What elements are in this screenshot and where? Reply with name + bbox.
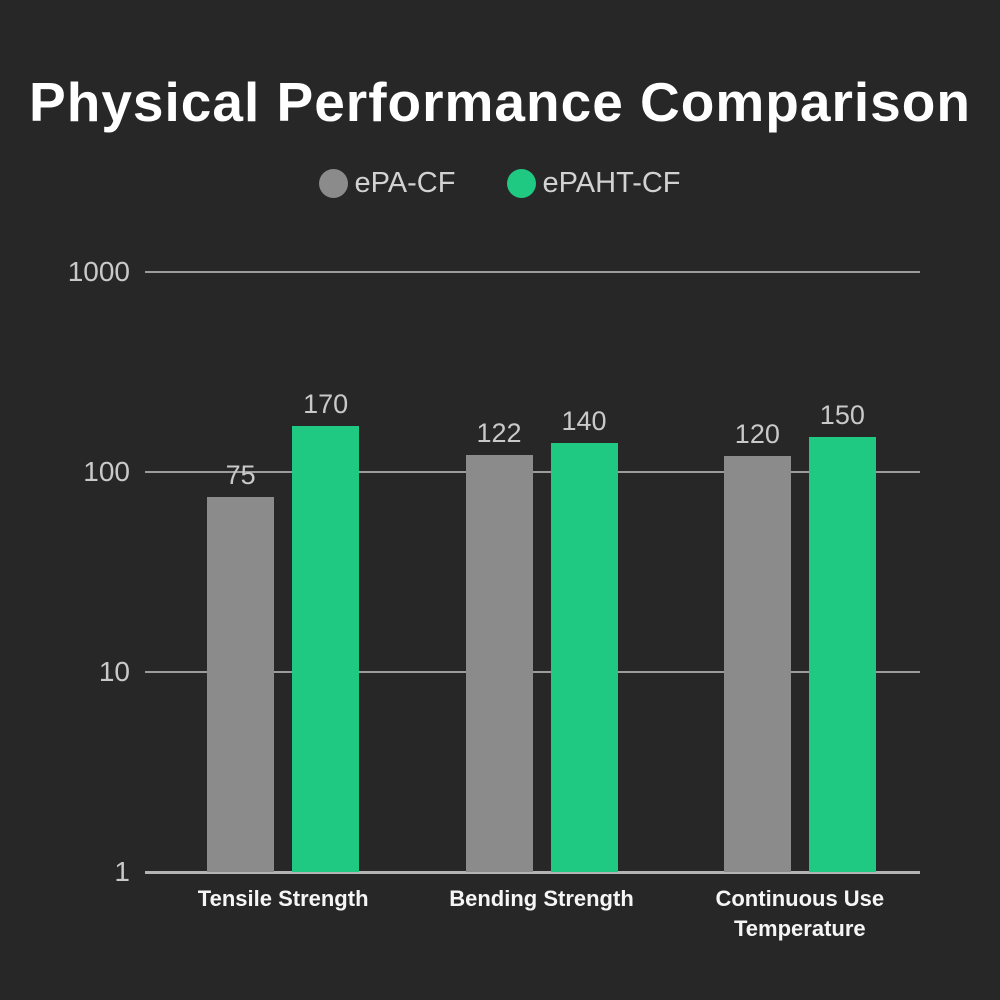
bar-epaht-cf-1 (292, 425, 360, 872)
y-axis-tick-label: 1000 (67, 256, 130, 287)
y-axis-tick-label: 1 (114, 856, 130, 887)
bar-value-label: 150 (819, 399, 865, 430)
bar-value-label: 122 (476, 417, 522, 448)
bar-value-label: 140 (561, 405, 607, 436)
legend-item-gray: ePA-CF (319, 167, 455, 200)
bar-epa-cf-3 (723, 456, 791, 872)
legend-dot-icon (319, 168, 349, 198)
bar-epaht-cf-3 (808, 436, 876, 872)
category-label: Bending Strength (449, 886, 634, 911)
legend-label: ePA-CF (354, 166, 456, 199)
legend: ePA-CF ePAHT-CF (0, 166, 1000, 200)
gridline-1000 (145, 271, 920, 273)
gridline-10 (145, 671, 920, 673)
chart-title: Physical Performance Comparison (29, 71, 971, 133)
bar-epa-cf-1 (207, 496, 275, 872)
gridline-1 (145, 871, 920, 874)
bar-epa-cf-2 (465, 454, 533, 872)
category-label: Continuous Use Temperature (715, 886, 885, 941)
bar-value-label: 170 (303, 388, 349, 419)
legend-label: ePAHT-CF (542, 166, 681, 199)
bar-value-label: 120 (734, 419, 780, 450)
legend-item-green: ePAHT-CF (507, 166, 681, 200)
bar-epaht-cf-2 (550, 442, 618, 872)
y-axis-tick-label: 10 (98, 656, 130, 687)
category-label: Tensile Strength (197, 886, 369, 911)
legend-dot-icon (507, 168, 537, 198)
gridline-100 (145, 471, 920, 473)
bar-value-label: 75 (225, 459, 256, 490)
y-axis-tick-label: 100 (83, 456, 130, 487)
